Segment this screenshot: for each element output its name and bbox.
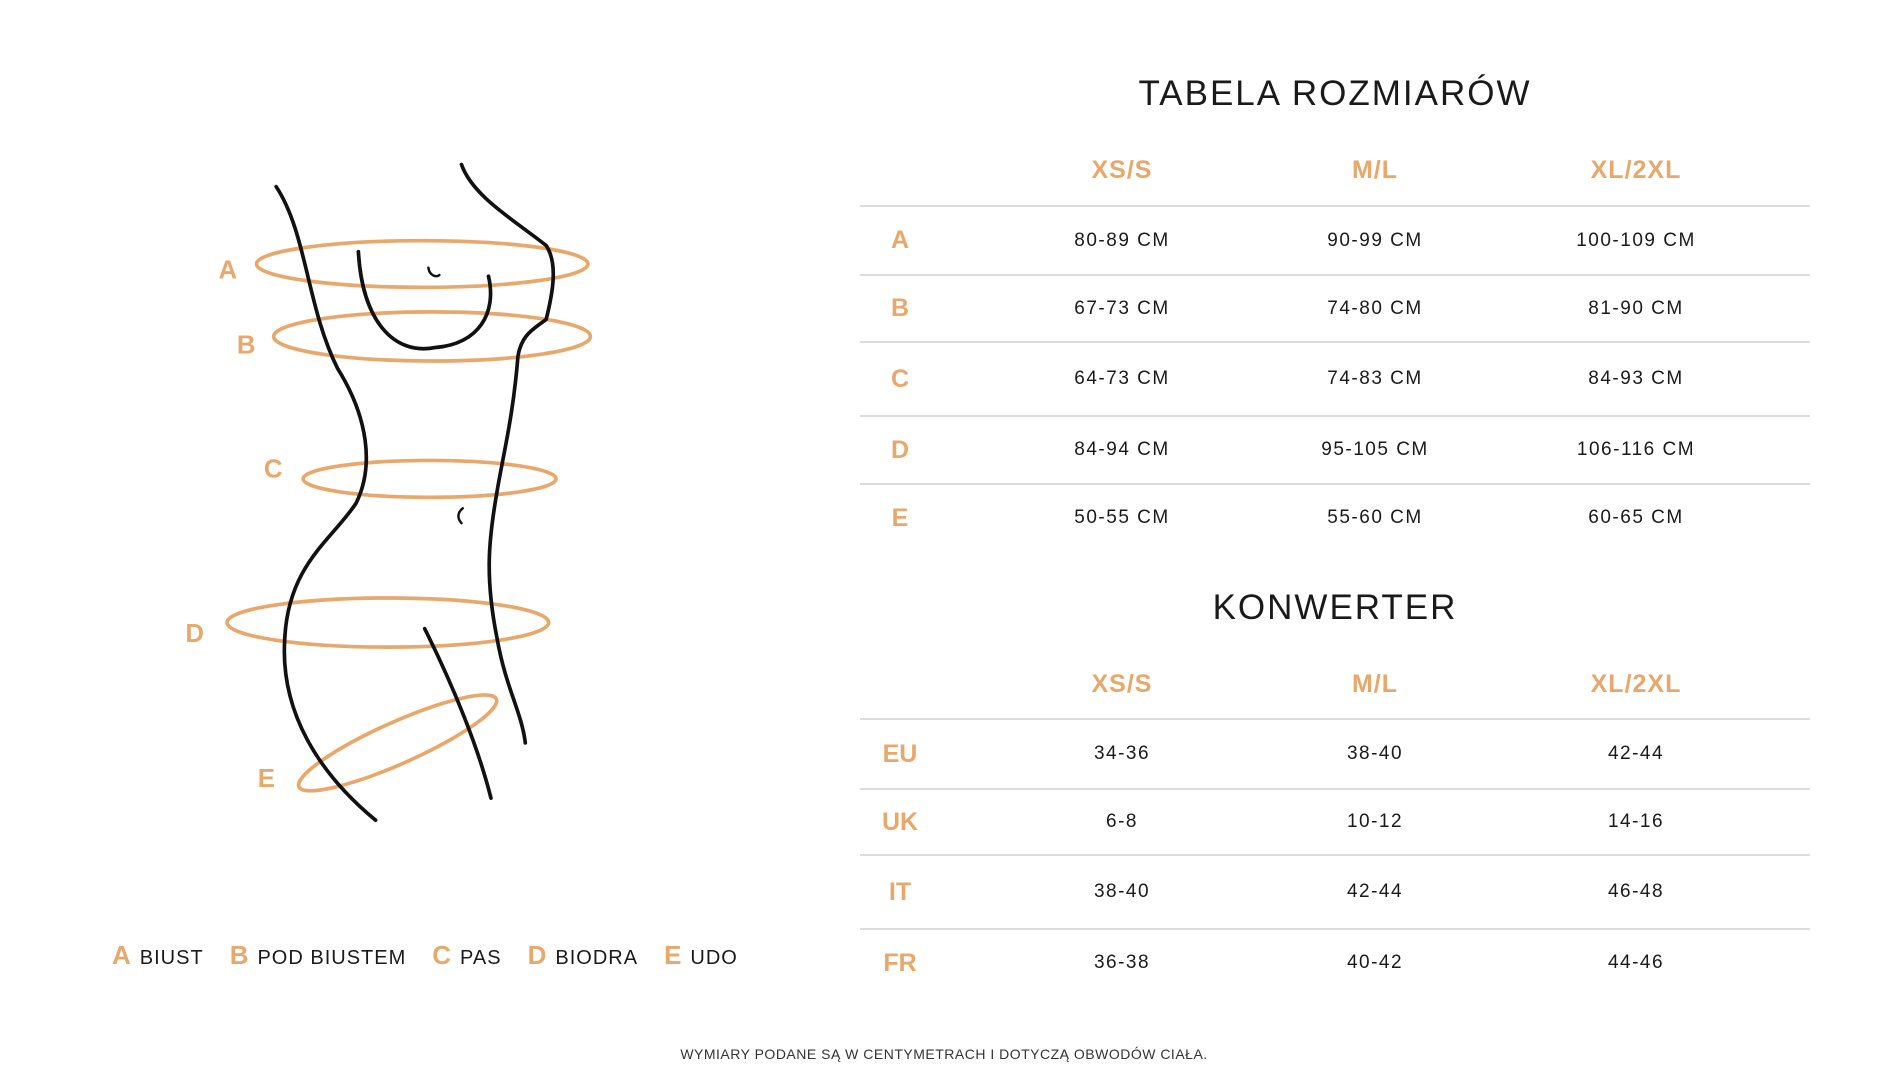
legend-key: D: [527, 940, 548, 970]
table-cell: 60-65 CM: [1588, 507, 1684, 528]
table-header: XS/S M/L XL/2XL: [860, 650, 1810, 720]
measurement-legend: A BIUST B POD BIUSTEM C PAS D BIODRA E UDO: [112, 940, 738, 971]
legend-item: A BIUST: [112, 940, 204, 971]
figure-label-d: D: [185, 620, 204, 648]
table-cell: 84-93 CM: [1588, 368, 1684, 389]
table-cell: 40-42: [1346, 952, 1404, 973]
row-label: FR: [883, 948, 917, 977]
table-cell: 44-46: [1607, 952, 1665, 973]
table-row: A 80-89 CM 90-99 CM 100-109 CM: [860, 207, 1810, 276]
table-cell: 38-40: [1093, 881, 1151, 902]
table-cell: 50-55 CM: [1074, 507, 1170, 528]
converter-title: KONWERTER: [1212, 588, 1458, 627]
legend-label: BIODRA: [555, 947, 639, 969]
table-cell: 74-83 CM: [1327, 368, 1423, 389]
figure-label-b: B: [237, 332, 256, 360]
column-header: XL/2XL: [1590, 156, 1682, 184]
legend-item: C PAS: [432, 940, 501, 971]
column-header: M/L: [1351, 156, 1399, 184]
ring-a: [254, 238, 590, 290]
ring-d: [225, 596, 551, 649]
table-cell: 42-44: [1346, 881, 1404, 902]
table-cell: 81-90 CM: [1588, 297, 1684, 319]
legend-key: B: [229, 940, 250, 970]
legend-key: C: [432, 940, 453, 970]
table-row: EU 34-36 38-40 42-44: [860, 720, 1810, 790]
table-row: FR 36-38 40-42 44-46: [860, 930, 1810, 996]
table-row: C 64-73 CM 74-83 CM 84-93 CM: [860, 343, 1810, 417]
table-cell: 36-38: [1093, 952, 1151, 973]
legend-label: UDO: [690, 947, 738, 969]
table-cell: 64-73 CM: [1074, 368, 1170, 389]
size-table: XS/S M/L XL/2XL A 80-89 CM 90-99 CM 100-109 CM…: [860, 136, 1810, 551]
row-label: C: [890, 364, 910, 393]
table-cell: 100-109 CM: [1576, 229, 1696, 251]
row-label: IT: [888, 877, 912, 906]
ring-e: [296, 693, 499, 793]
column-header: XS/S: [1091, 156, 1153, 184]
table-cell: 6-8: [1106, 811, 1138, 832]
row-label: A: [890, 226, 910, 254]
table-cell: 38-40: [1346, 743, 1404, 764]
table-row: D 84-94 CM 95-105 CM 106-116 CM: [860, 417, 1810, 485]
table-row: B 67-73 CM 74-80 CM 81-90 CM: [860, 276, 1810, 343]
legend-item: E UDO: [664, 940, 738, 971]
table-cell: 10-12: [1346, 811, 1404, 832]
legend-label: PAS: [460, 947, 502, 969]
figure-label-c: C: [264, 456, 283, 484]
legend-item: D BIODRA: [528, 940, 638, 971]
figure-label-e: E: [258, 765, 275, 793]
table-row: E 50-55 CM 55-60 CM 60-65 CM: [860, 485, 1810, 551]
table-cell: 14-16: [1607, 811, 1665, 832]
table-row: UK 6-8 10-12 14-16: [860, 790, 1810, 856]
column-header: XS/S: [1091, 669, 1153, 698]
column-header: XL/2XL: [1590, 669, 1682, 698]
legend-label: POD BIUSTEM: [257, 947, 407, 969]
table-cell: 106-116 CM: [1576, 439, 1696, 460]
table-cell: 46-48: [1607, 881, 1665, 902]
size-table-title: TABELA ROZMIARÓW: [1138, 74, 1532, 113]
table-cell: 67-73 CM: [1074, 297, 1170, 319]
column-header: M/L: [1351, 669, 1399, 698]
figure-label-a: A: [218, 257, 237, 285]
legend-label: BIUST: [139, 947, 204, 969]
row-label: UK: [881, 807, 919, 836]
body-outline: [274, 162, 556, 823]
ring-c: [301, 458, 558, 500]
legend-key: A: [112, 940, 132, 970]
row-label: EU: [882, 739, 918, 768]
table-cell: 90-99 CM: [1327, 229, 1423, 251]
table-cell: 95-105 CM: [1321, 439, 1429, 460]
legend-item: B POD BIUSTEM: [230, 940, 407, 971]
row-label: E: [891, 503, 909, 532]
table-cell: 80-89 CM: [1074, 229, 1170, 251]
table-cell: 55-60 CM: [1327, 507, 1423, 528]
ring-b: [271, 310, 593, 363]
table-row: IT 38-40 42-44 46-48: [860, 856, 1810, 930]
table-cell: 42-44: [1607, 743, 1665, 764]
legend-key: E: [664, 940, 683, 970]
footer-note: WYMIARY PODANE SĄ W CENTYMETRACH I DOTYC…: [680, 1046, 1208, 1062]
row-label: D: [890, 435, 910, 464]
table-cell: 74-80 CM: [1327, 297, 1423, 319]
row-label: B: [890, 294, 910, 322]
table-header: XS/S M/L XL/2XL: [860, 136, 1810, 207]
table-cell: 84-94 CM: [1074, 439, 1170, 460]
converter-table: XS/S M/L XL/2XL EU 34-36 38-40 42-44 UK 6-8 10-12…: [860, 650, 1810, 996]
table-cell: 34-36: [1093, 743, 1151, 764]
